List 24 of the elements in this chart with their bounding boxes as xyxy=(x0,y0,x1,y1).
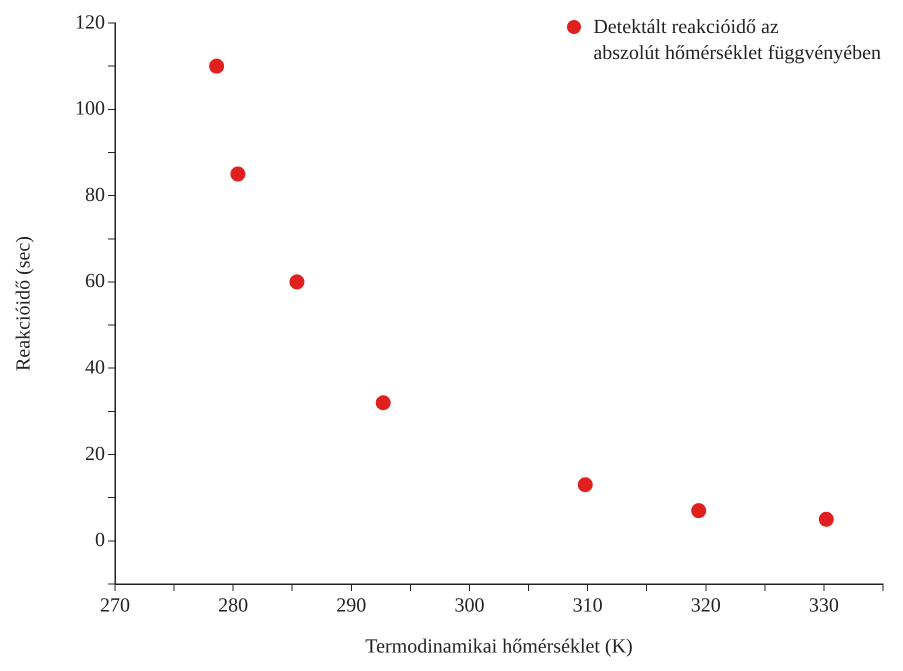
y-tick-label: 40 xyxy=(85,356,105,378)
point xyxy=(230,166,246,182)
point xyxy=(578,477,593,492)
y-tick-label: 120 xyxy=(75,11,105,34)
y-tick-label: 0 xyxy=(95,529,105,552)
point xyxy=(289,274,304,290)
x-tick-label: 290 xyxy=(336,594,366,616)
x-tick-label: 310 xyxy=(572,594,603,616)
x-tick-label: 280 xyxy=(218,594,248,616)
point xyxy=(376,395,391,410)
y-tick-label: 100 xyxy=(75,98,105,120)
x-axis-title: Termodinamikai hőmérséklet (K) xyxy=(365,635,633,658)
x-tick-label: 300 xyxy=(454,594,484,616)
x-tick-label: 330 xyxy=(808,594,839,616)
point xyxy=(209,58,224,74)
legend-label: Detektált reakcióidő az abszolút hőmérséklet függvényében xyxy=(593,15,881,66)
point xyxy=(691,503,706,518)
y-tick-label: 20 xyxy=(85,442,105,465)
x-tick-label: 320 xyxy=(690,594,721,616)
point xyxy=(818,512,834,527)
y-tick-label: 60 xyxy=(85,270,105,292)
y-tick-label: 80 xyxy=(85,184,105,206)
x-tick-label: 270 xyxy=(100,594,130,616)
y-axis-title: Reakcióidő (sec) xyxy=(12,236,34,371)
